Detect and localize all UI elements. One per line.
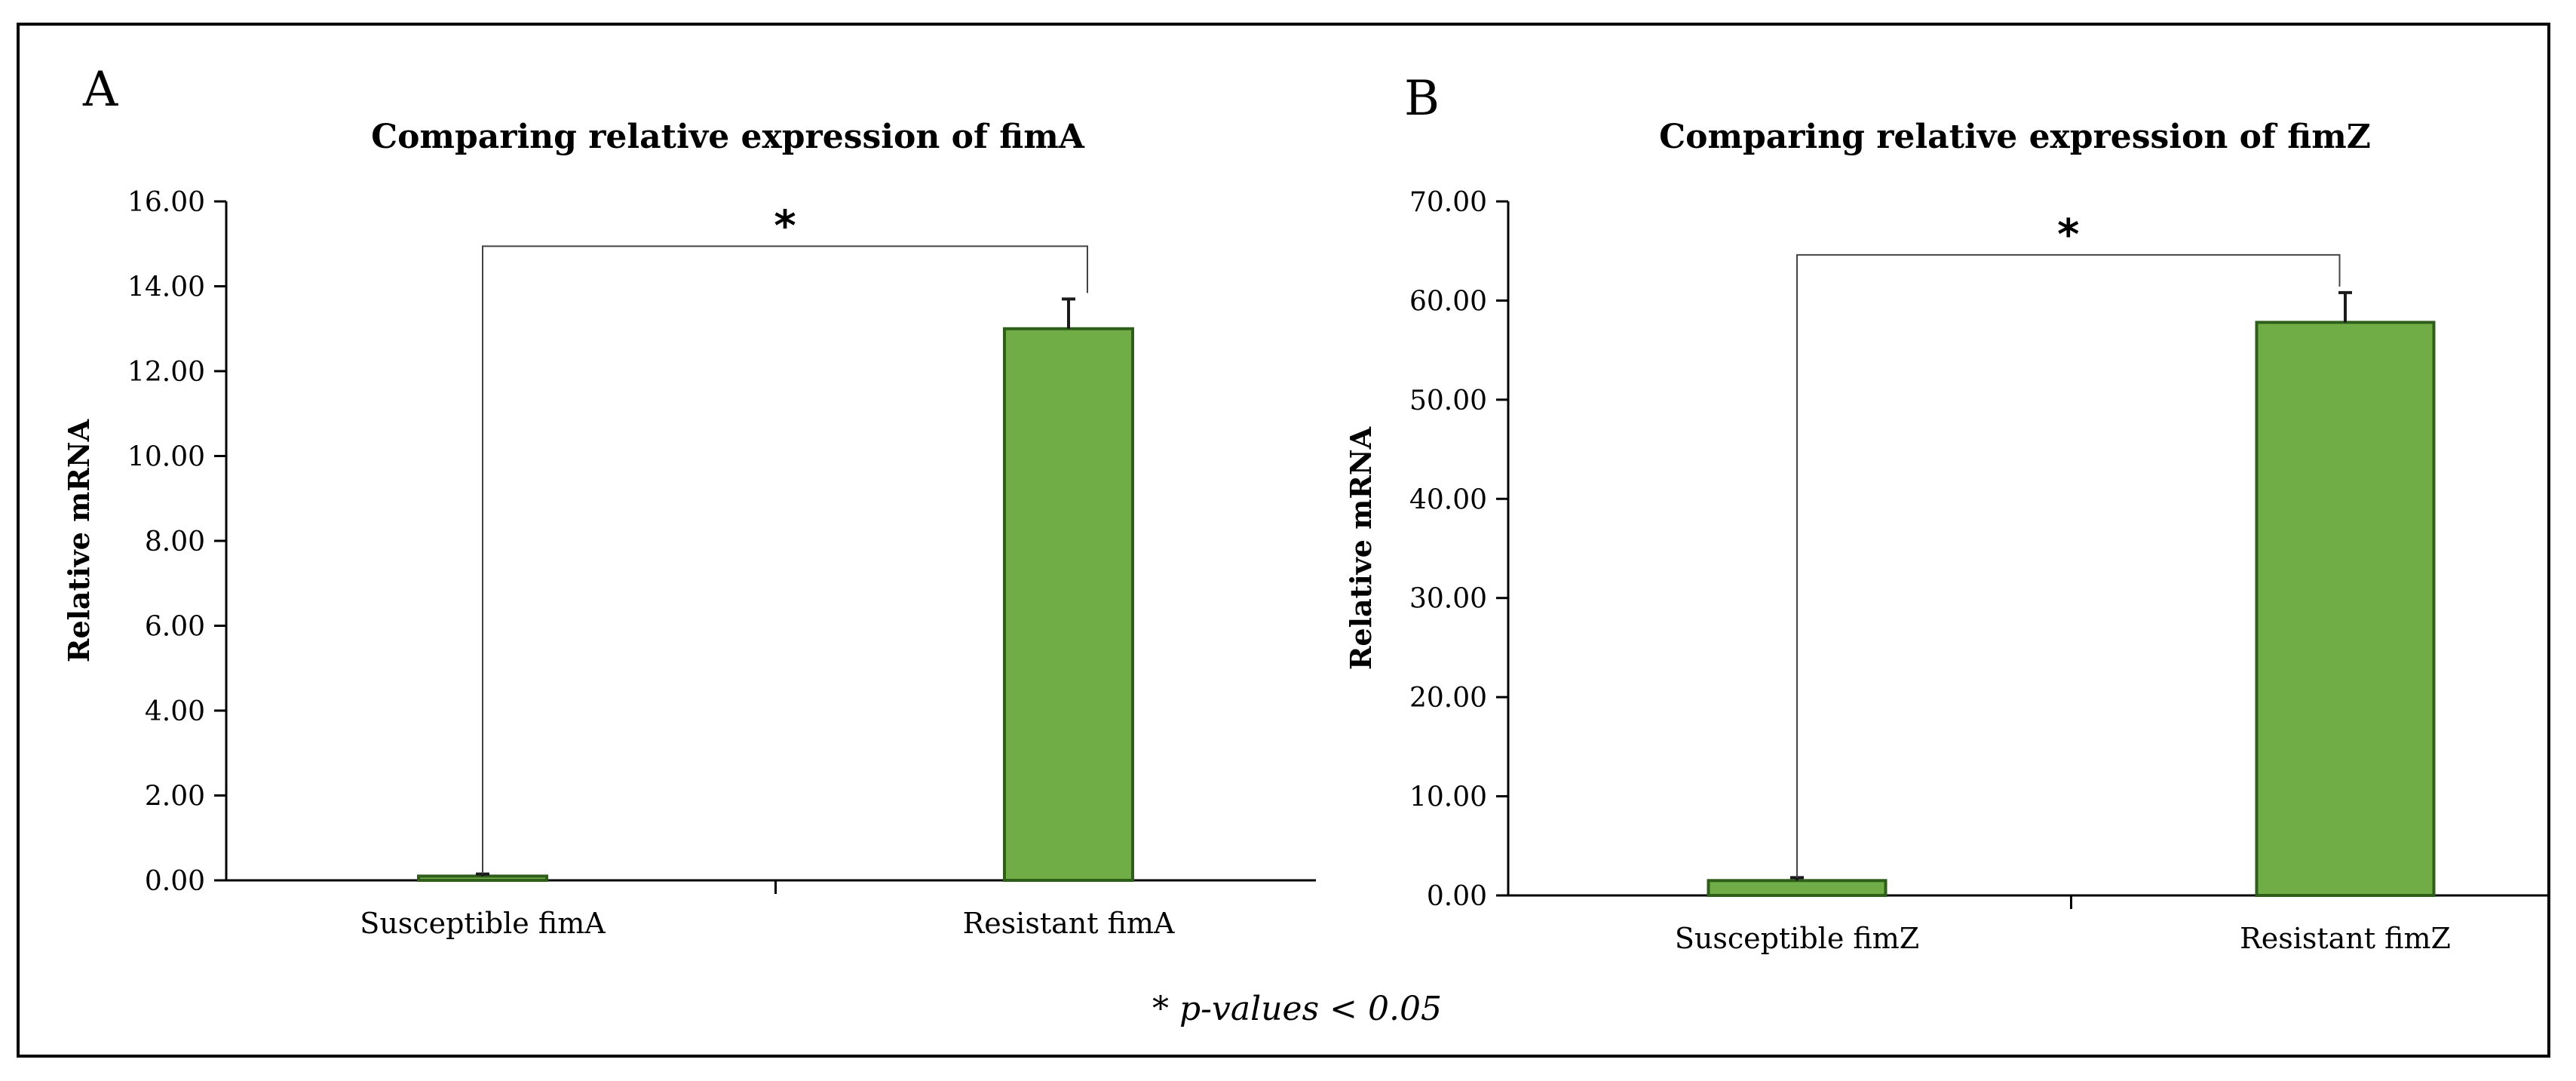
significance-marker-a: * [774, 201, 796, 250]
footnote: * p-values < 0.05 [1152, 990, 1442, 1028]
category-label-a: Susceptible fimA [360, 907, 606, 940]
chart-title-a: Comparing relative expression of fimA [371, 118, 1085, 156]
category-label-b: Susceptible fimZ [1675, 922, 1919, 955]
y-tick-label-a: 6.00 [145, 612, 205, 643]
y-tick-label-b: 20.00 [1409, 683, 1487, 714]
chart-panel-b: B Comparing relative expression of fimZ 0.… [1344, 71, 2549, 955]
y-tick-label-b: 30.00 [1409, 584, 1487, 615]
y-tick-label-a: 2.00 [145, 782, 205, 812]
y-tick-label-a: 4.00 [145, 696, 205, 727]
category-label-a: Resistant fimA [963, 907, 1175, 940]
y-tick-label-b: 0.00 [1427, 881, 1487, 912]
y-tick-label-b: 70.00 [1409, 187, 1487, 218]
significance-bracket-a [482, 245, 1088, 874]
y-tick-label-a: 16.00 [127, 187, 205, 218]
significance-bracket-b [1796, 253, 2341, 878]
y-tick-label-a: 0.00 [145, 866, 205, 897]
chart-title-b: Comparing relative expression of fimZ [1659, 118, 2371, 156]
bar-a [417, 874, 548, 882]
bar-a [1003, 327, 1134, 882]
y-tick-label-a: 8.00 [145, 527, 205, 557]
y-tick-label-b: 10.00 [1409, 782, 1487, 813]
y-axis-title-b: Relative mRNA [1344, 426, 1378, 670]
chart-panel-a: A Comparing relative expression of fimA 0.… [62, 62, 1316, 940]
y-tick-label-a: 10.00 [127, 442, 205, 473]
y-tick-label-a: 14.00 [127, 272, 205, 303]
panel-letter-b: B [1404, 71, 1440, 127]
y-tick-label-a: 12.00 [127, 357, 205, 388]
y-tick-label-b: 50.00 [1409, 385, 1487, 416]
y-tick-label-b: 60.00 [1409, 286, 1487, 317]
bar-b [1707, 879, 1888, 898]
significance-marker-b: * [2057, 210, 2079, 260]
bar-b [2255, 321, 2436, 898]
figure-frame [17, 23, 2550, 1058]
panel-letter-a: A [82, 62, 118, 118]
y-axis-title-a: Relative mRNA [62, 419, 96, 662]
category-label-b: Resistant fimZ [2240, 922, 2451, 955]
y-tick-label-b: 40.00 [1409, 484, 1487, 515]
